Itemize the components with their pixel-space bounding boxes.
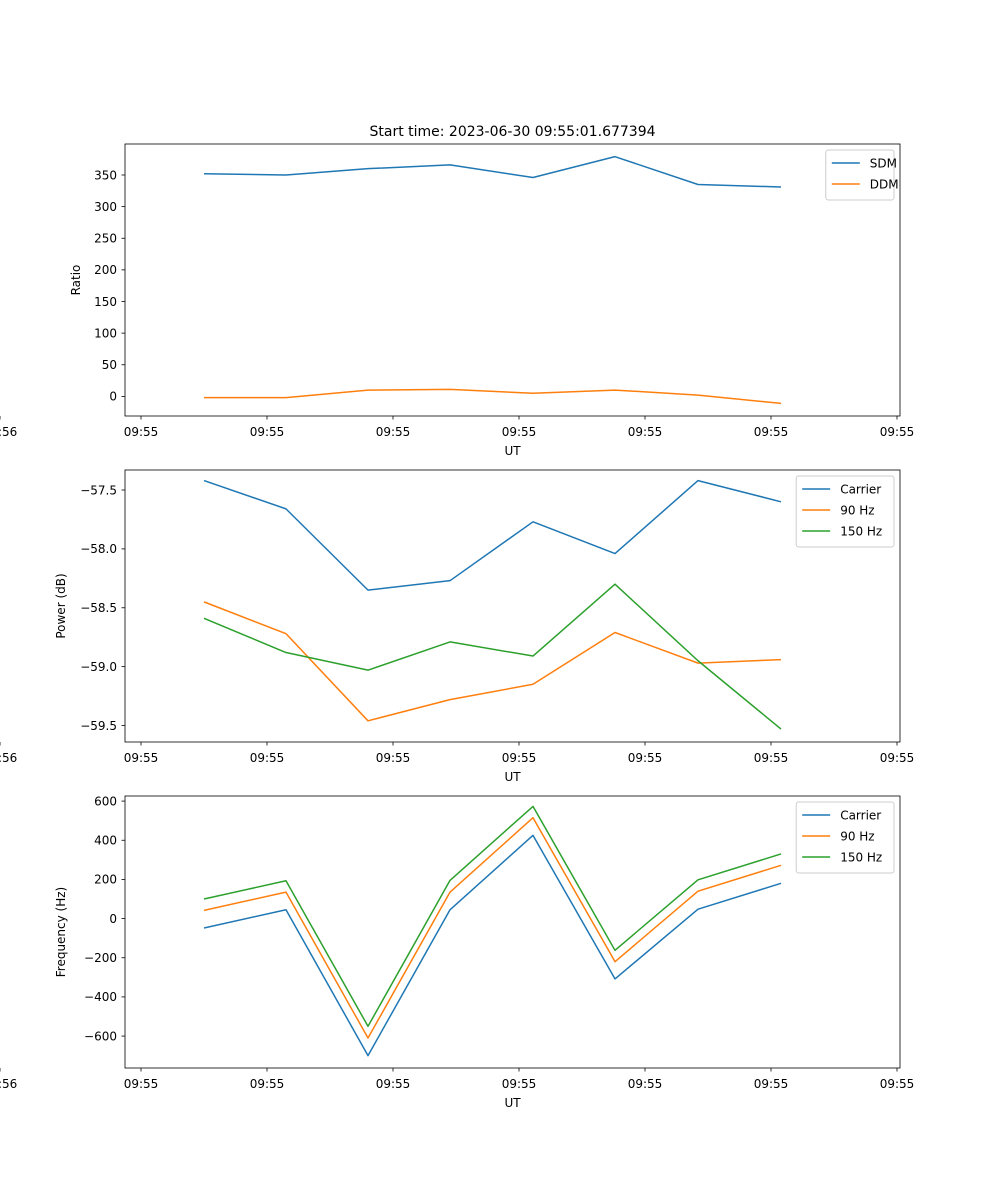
y-axis-label: Frequency (Hz): [54, 887, 68, 978]
legend-label: 150 Hz: [840, 850, 882, 864]
legend-frame: [795, 475, 895, 548]
legend-label: DDM: [870, 177, 899, 191]
x-tick-label: 09:55: [880, 1077, 915, 1091]
y-tick-label: −59.0: [80, 660, 117, 674]
x-tick-label: 09:55: [376, 425, 411, 439]
plot-frame: [124, 143, 901, 417]
y-tick-label: −600: [84, 1029, 117, 1043]
x-tick-label: 09:55: [124, 425, 159, 439]
x-axis-label: UT: [504, 1096, 521, 1110]
legend-frame: [795, 801, 895, 874]
y-tick-label: −57.5: [80, 483, 117, 497]
x-tick-label: 09:55: [502, 751, 537, 765]
legend-label: Carrier: [840, 808, 881, 822]
x-tick-label: 09:55: [628, 1077, 663, 1091]
y-tick-label: 300: [94, 200, 117, 214]
x-tick-label: 09:56: [0, 751, 17, 765]
chart-title: Start time: 2023-06-30 09:55:01.677394: [369, 124, 655, 140]
x-tick-label: 09:55: [628, 751, 663, 765]
plot-frame: [124, 795, 901, 1069]
x-tick-label: 09:56: [0, 1077, 17, 1091]
series-line-sdm: [203, 155, 782, 188]
series-line-90-hz: [203, 601, 782, 722]
y-tick-label: −59.5: [80, 719, 117, 733]
y-tick-label: −400: [84, 990, 117, 1004]
x-tick-label: 09:55: [250, 751, 285, 765]
panel-3: 09:55 09:55 09:55 09:55 09:55 09:55 09:55 09:56…: [0, 794, 914, 1110]
x-axis-label: UT: [504, 444, 521, 458]
y-tick-label: 600: [94, 794, 117, 808]
x-tick-label: 09:56: [0, 425, 17, 439]
x-tick-label: 09:55: [754, 425, 789, 439]
panel-1: 09:55 09:55 09:55 09:55 09:55 09:55 09:55 09:56…: [0, 143, 915, 458]
y-tick-label: 0: [109, 390, 117, 404]
x-axis-label: UT: [504, 770, 521, 784]
legend-label: 150 Hz: [840, 524, 882, 538]
series-line-150-hz: [203, 583, 782, 730]
x-tick-label: 09:55: [124, 751, 159, 765]
y-tick-label: −200: [84, 951, 117, 965]
x-tick-label: 09:55: [754, 751, 789, 765]
y-tick-label: 250: [94, 232, 117, 246]
y-tick-label: 200: [94, 873, 117, 887]
y-tick-label: 200: [94, 263, 117, 277]
y-axis-label: Power (dB): [54, 573, 68, 638]
x-tick-label: 09:55: [502, 1077, 537, 1091]
y-tick-label: −58.5: [80, 601, 117, 615]
x-tick-label: 09:55: [880, 425, 915, 439]
panel-2: 09:55 09:55 09:55 09:55 09:55 09:55 09:55 09:56…: [0, 469, 915, 784]
y-tick-label: 150: [94, 295, 117, 309]
x-tick-label: 09:55: [502, 425, 537, 439]
y-tick-label: 100: [94, 326, 117, 340]
series-line-90-hz: [203, 816, 782, 1039]
series-line-ddm: [204, 388, 782, 405]
legend-label: 90 Hz: [840, 503, 874, 517]
y-tick-label: 0: [109, 912, 117, 926]
x-tick-label: 09:55: [250, 1077, 285, 1091]
x-tick-label: 09:55: [376, 1077, 411, 1091]
series-line-carrier: [203, 479, 782, 591]
y-axis-label: Ratio: [69, 265, 83, 296]
x-tick-label: 09:55: [250, 425, 285, 439]
legend: Carrier 90 Hz 150 Hz: [795, 475, 895, 548]
legend-label: 90 Hz: [840, 829, 874, 843]
y-tick-label: −58.0: [80, 542, 117, 556]
series-line-carrier: [203, 834, 782, 1057]
x-tick-label: 09:55: [880, 751, 915, 765]
x-tick-label: 09:55: [376, 751, 411, 765]
legend: Carrier 90 Hz 150 Hz: [795, 801, 895, 874]
legend-label: SDM: [870, 156, 897, 170]
y-tick-label: 400: [94, 834, 117, 848]
y-tick-label: 50: [102, 358, 117, 372]
y-tick-label: 350: [94, 168, 117, 182]
x-tick-label: 09:55: [124, 1077, 159, 1091]
series-line-150-hz: [203, 805, 782, 1028]
x-tick-label: 09:55: [754, 1077, 789, 1091]
legend: SDM DDM: [825, 149, 899, 201]
plot-frame: [124, 469, 901, 743]
x-tick-label: 09:55: [628, 425, 663, 439]
legend-label: Carrier: [840, 482, 881, 496]
